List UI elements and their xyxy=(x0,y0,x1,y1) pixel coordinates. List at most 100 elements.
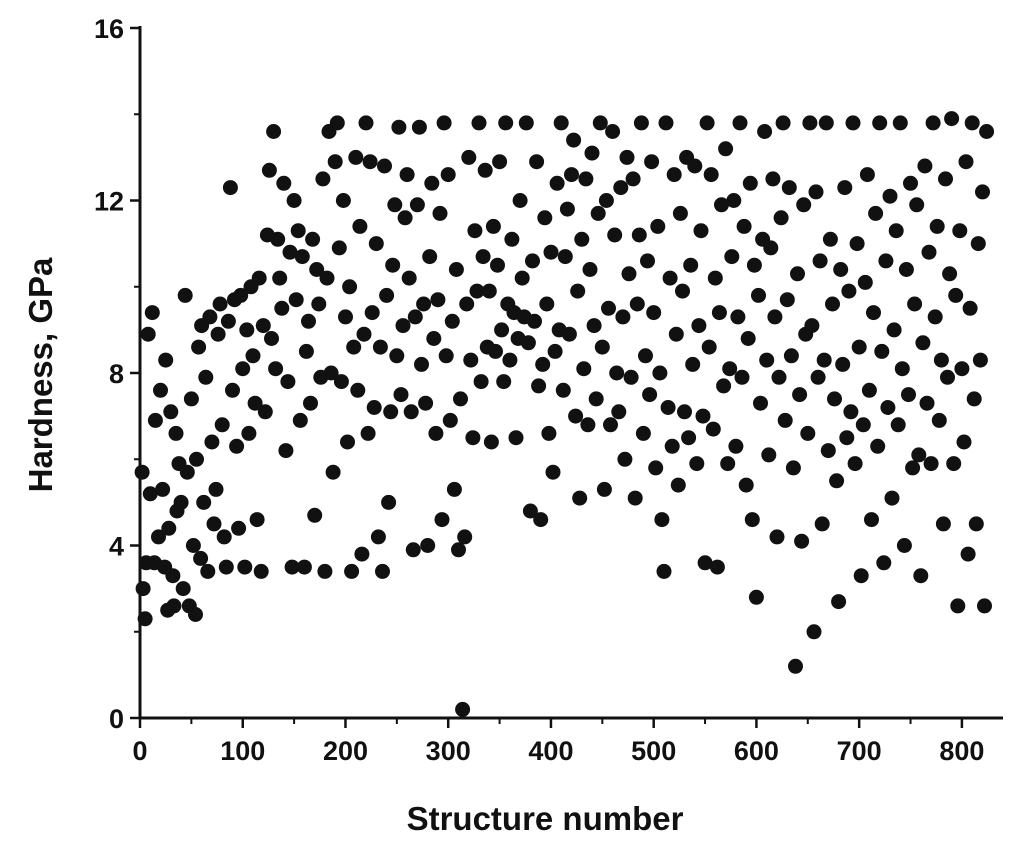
data-point xyxy=(925,115,941,131)
data-point xyxy=(950,598,966,614)
data-point xyxy=(175,581,191,597)
data-point xyxy=(481,283,497,299)
data-point xyxy=(979,124,995,139)
data-point xyxy=(155,481,171,497)
data-point xyxy=(711,305,727,321)
data-point xyxy=(792,387,808,403)
data-point xyxy=(502,352,518,368)
data-point xyxy=(387,197,403,213)
data-point xyxy=(718,141,734,157)
data-point xyxy=(894,361,910,377)
data-point xyxy=(549,175,565,191)
data-point xyxy=(878,253,894,269)
data-point xyxy=(892,115,908,131)
data-point xyxy=(635,425,651,441)
data-point xyxy=(944,111,960,127)
data-point xyxy=(379,287,395,303)
y-tick-label: 0 xyxy=(109,704,124,734)
data-point xyxy=(399,167,415,183)
data-point xyxy=(940,369,955,385)
data-point xyxy=(580,417,596,433)
x-tick-label: 700 xyxy=(837,736,882,766)
data-point xyxy=(200,563,216,579)
data-point xyxy=(465,430,481,446)
data-point xyxy=(183,391,199,407)
data-point xyxy=(703,167,719,183)
data-point xyxy=(561,326,577,342)
data-point xyxy=(212,296,228,312)
data-point xyxy=(605,124,621,139)
data-point xyxy=(827,391,842,407)
data-point xyxy=(629,296,645,312)
data-point xyxy=(233,287,249,303)
data-point xyxy=(909,197,925,213)
data-point xyxy=(529,154,545,170)
x-tick-label: 100 xyxy=(220,736,265,766)
data-point xyxy=(896,538,912,553)
x-tick-label: 800 xyxy=(939,736,984,766)
data-point xyxy=(362,154,378,170)
data-point xyxy=(185,538,201,553)
data-point xyxy=(833,262,849,277)
data-point xyxy=(572,490,588,506)
data-point xyxy=(812,253,828,269)
data-point xyxy=(214,417,230,433)
data-point xyxy=(564,167,579,183)
data-point xyxy=(315,171,331,187)
data-point xyxy=(414,356,429,372)
data-point xyxy=(631,227,647,243)
data-point xyxy=(748,589,764,605)
ticks-layer: 0 100 200 300 400 500 600 700 800 0 4 8 12 16 xyxy=(94,14,984,766)
data-point xyxy=(927,309,943,325)
data-point xyxy=(691,318,707,334)
data-point xyxy=(144,305,160,321)
data-point xyxy=(455,701,471,717)
data-point xyxy=(972,352,988,368)
data-point xyxy=(280,374,296,390)
data-point xyxy=(790,266,805,282)
data-point xyxy=(346,339,362,355)
data-point xyxy=(475,249,491,265)
data-point xyxy=(229,438,245,454)
data-point xyxy=(323,365,339,381)
data-point xyxy=(543,244,559,260)
data-point xyxy=(905,460,921,476)
data-point xyxy=(656,563,672,579)
data-point xyxy=(621,266,637,282)
data-point xyxy=(541,425,557,441)
data-point xyxy=(689,456,705,472)
data-point xyxy=(746,257,762,273)
data-point xyxy=(707,270,723,286)
data-point xyxy=(471,115,487,131)
data-point xyxy=(695,408,711,424)
data-point xyxy=(457,529,473,545)
data-point xyxy=(582,262,598,277)
data-point xyxy=(218,559,234,575)
data-point xyxy=(440,167,456,183)
data-point xyxy=(539,296,555,312)
data-point xyxy=(352,218,368,234)
data-point xyxy=(623,369,639,385)
data-point xyxy=(381,494,397,510)
x-tick-label: 500 xyxy=(631,736,676,766)
data-point xyxy=(968,516,984,532)
data-point xyxy=(153,382,168,398)
data-point xyxy=(329,115,345,131)
data-point xyxy=(775,115,791,131)
data-point xyxy=(742,175,758,191)
data-point xyxy=(880,400,896,415)
data-point xyxy=(257,404,273,420)
data-point xyxy=(309,262,325,277)
data-point xyxy=(942,266,958,282)
data-point xyxy=(393,387,409,403)
data-point xyxy=(446,481,462,497)
data-point xyxy=(738,477,754,493)
data-point xyxy=(872,115,888,131)
data-point xyxy=(767,309,783,325)
data-point xyxy=(946,456,962,472)
y-tick-label: 16 xyxy=(94,14,124,44)
data-point xyxy=(763,240,779,256)
data-point xyxy=(298,343,314,359)
x-tick-label: 200 xyxy=(323,736,368,766)
data-point xyxy=(296,559,312,575)
